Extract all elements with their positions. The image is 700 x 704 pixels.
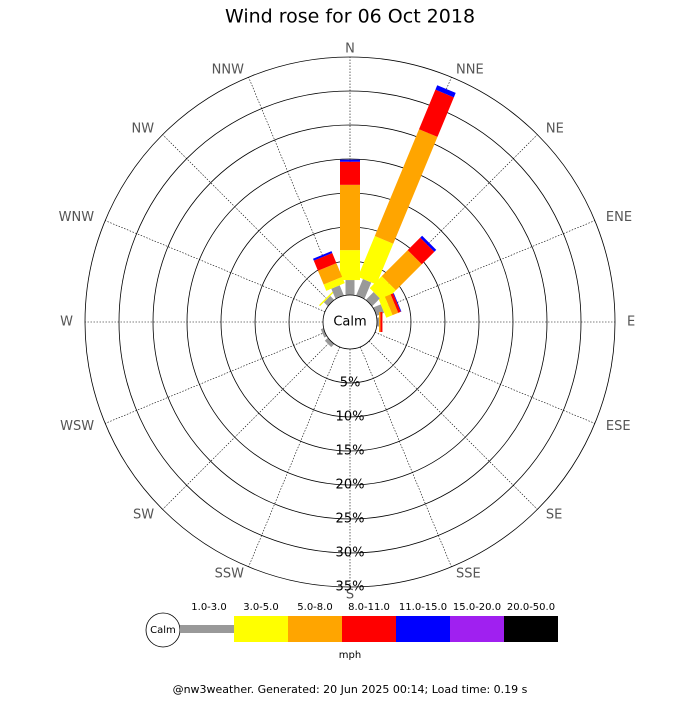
direction-label: ESE <box>606 419 631 434</box>
footer: @nw3weather. Generated: 20 Jun 2025 00:1… <box>173 683 528 696</box>
calm-circle <box>322 294 378 350</box>
wind-bar <box>365 292 380 307</box>
wind-bar <box>312 251 333 261</box>
direction-label: W <box>60 315 73 330</box>
ring-label: 10% <box>336 410 365 425</box>
wind-bar <box>340 250 360 281</box>
wind-bar <box>435 85 456 98</box>
spoke <box>162 340 332 510</box>
spoke <box>105 332 326 424</box>
ring-label: 35% <box>336 580 365 595</box>
direction-label: NNE <box>456 62 484 77</box>
legend-unit: mph <box>339 650 361 661</box>
direction-label: NE <box>546 121 564 136</box>
wind-bar <box>356 278 372 299</box>
direction-label: NW <box>132 121 155 136</box>
legend-label: 11.0-15.0 <box>399 602 447 613</box>
wind-bar <box>340 184 360 251</box>
legend-swatch <box>396 616 450 642</box>
wind-bar <box>407 237 435 265</box>
legend-label: 8.0-11.0 <box>348 602 390 613</box>
direction-label: ENE <box>606 210 632 225</box>
wind-bar <box>381 250 422 291</box>
legend-swatch <box>288 616 342 642</box>
direction-label: SSE <box>456 567 481 582</box>
legend-swatch <box>342 616 396 642</box>
direction-label: S <box>346 588 354 603</box>
wind-bar <box>317 263 343 285</box>
spoke <box>374 332 595 424</box>
wind-bar <box>419 89 454 137</box>
wind-bar <box>374 129 438 244</box>
legend-label: 1.0-3.0 <box>191 602 226 613</box>
wind-bar <box>393 293 402 312</box>
wind-bar <box>345 280 355 295</box>
chart-title: Wind rose for 06 Oct 2018 <box>225 6 475 28</box>
direction-label: WNW <box>59 210 95 225</box>
wind-bar <box>357 236 394 285</box>
spoke <box>248 346 340 567</box>
wind-bar <box>331 285 344 299</box>
calm-label: Calm <box>333 315 366 330</box>
legend-swatch <box>180 625 234 633</box>
wind-bar <box>324 337 335 348</box>
direction-label: SE <box>546 508 562 523</box>
ring-label: 20% <box>336 478 365 493</box>
wind-bar <box>340 159 360 162</box>
direction-label: E <box>627 315 635 330</box>
wind-bar <box>380 312 383 332</box>
spoke <box>360 346 452 567</box>
ring-label: 25% <box>336 512 365 527</box>
wind-bar <box>340 161 360 185</box>
wind-bar <box>323 295 335 307</box>
grid-ring <box>152 124 548 520</box>
direction-label: SW <box>133 508 154 523</box>
spoke <box>105 220 326 312</box>
direction-label: N <box>345 42 355 57</box>
spoke <box>368 340 538 510</box>
wind-bar <box>320 328 327 338</box>
wind-bar <box>384 294 399 316</box>
wind-bar <box>390 293 401 313</box>
direction-label: WSW <box>60 419 94 434</box>
wind-bar <box>319 291 335 307</box>
spoke <box>374 220 595 312</box>
wind-bar <box>323 276 345 291</box>
direction-label: NNW <box>212 62 244 77</box>
legend-label: 3.0-5.0 <box>243 602 278 613</box>
legend-swatch <box>504 616 558 642</box>
direction-label: SSW <box>215 567 245 582</box>
legend-label: 15.0-20.0 <box>453 602 501 613</box>
ring-label: 5% <box>340 376 361 391</box>
legend-swatch <box>450 616 504 642</box>
spoke <box>162 134 332 304</box>
legend-swatch <box>234 616 288 642</box>
wind-bar <box>313 253 337 271</box>
legend-label: 20.0-50.0 <box>507 602 555 613</box>
wind-bar <box>420 235 437 252</box>
wind-bar <box>378 296 393 318</box>
legend-label: 5.0-8.0 <box>297 602 332 613</box>
wind-bar <box>377 317 380 327</box>
legend-calm-label: Calm <box>150 625 176 636</box>
wind-bar <box>379 312 381 332</box>
ring-label: 15% <box>336 444 365 459</box>
ring-label: 30% <box>336 546 365 561</box>
